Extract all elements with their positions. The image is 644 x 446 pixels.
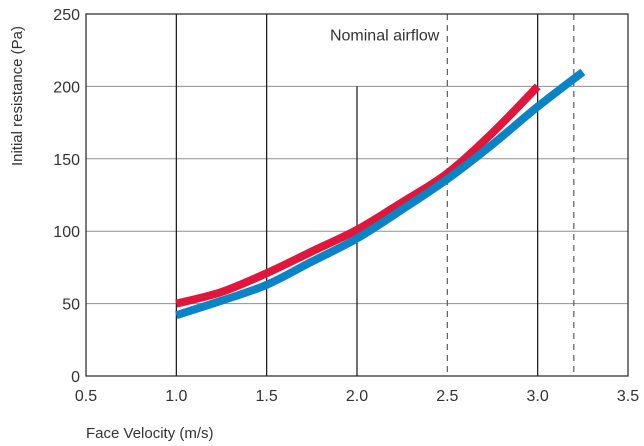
grid-layer: [86, 13, 628, 376]
annotation-label: Nominal airflow: [330, 28, 440, 45]
red-series-line: [175, 83, 541, 308]
y-axis-label: Initial resistance (Pa): [9, 26, 26, 166]
x-tick-label: 2.0: [346, 388, 368, 405]
plot-border: [85, 13, 629, 377]
x-tick-label: 1.0: [165, 388, 187, 405]
y-tick-label: 0: [71, 369, 80, 386]
series-layer: [175, 68, 586, 319]
label-layer: 0.5 1.0 1.5 2.0 2.5 3.0 3.5 0 50 100 150 200 250 Face…: [9, 7, 639, 442]
x-tick-label: 0.5: [75, 388, 97, 405]
y-tick-label: 150: [53, 152, 80, 169]
x-axis-label: Face Velocity (m/s): [86, 425, 214, 442]
y-tick-label: 250: [53, 7, 80, 24]
axes-layer: [85, 13, 629, 377]
y-tick-label: 50: [62, 297, 80, 314]
x-tick-label: 2.5: [436, 388, 458, 405]
x-tick-label: 1.5: [256, 388, 278, 405]
y-tick-label: 100: [53, 224, 80, 241]
blue-series-line: [175, 68, 586, 319]
x-tick-label: 3.0: [527, 388, 549, 405]
y-tick-label: 200: [53, 79, 80, 96]
x-tick-label: 3.5: [617, 388, 639, 405]
